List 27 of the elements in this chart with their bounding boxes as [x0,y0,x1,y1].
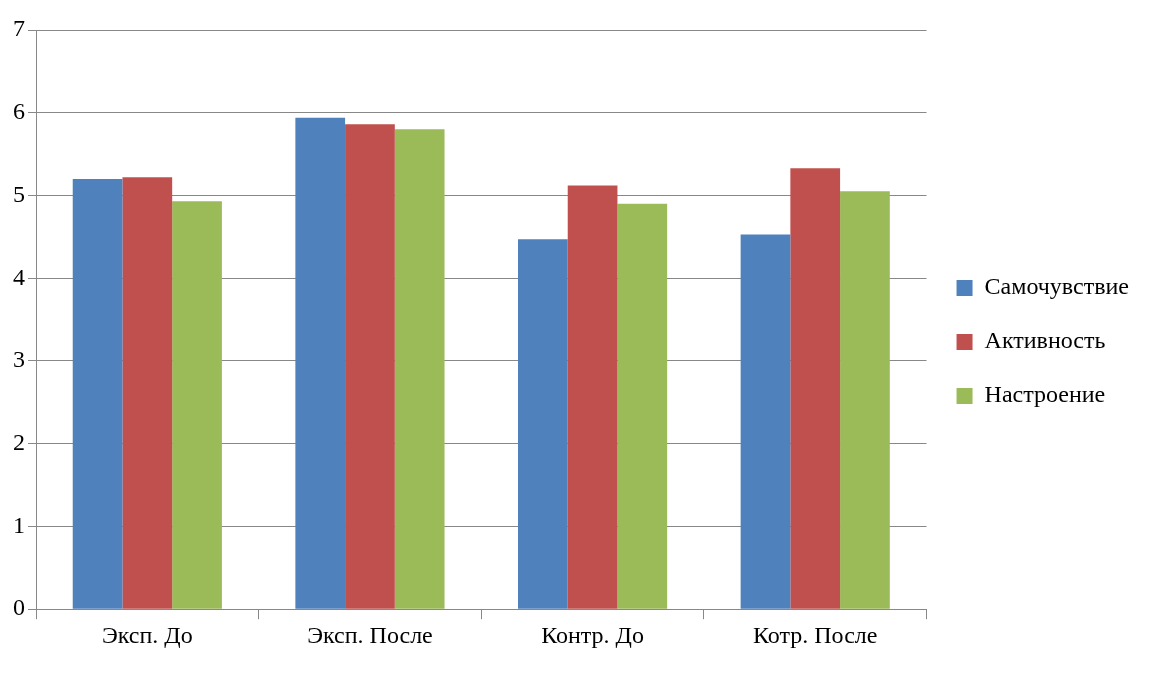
bar [122,177,173,609]
bar [740,234,791,609]
legend-label: Активность [984,327,1106,354]
y-tick-label: 5 [13,180,25,207]
x-tick-label: Котр. После [752,621,878,648]
y-tick-label: 2 [13,429,25,456]
x-tick-label: Эксп. До [101,621,193,648]
y-tick-label: 6 [13,98,25,125]
y-tick-label: 0 [13,594,25,621]
bar [617,203,668,609]
bar [394,129,445,609]
bar [72,178,123,609]
x-tick-label: Эксп. После [307,621,433,648]
y-tick-label: 1 [13,511,25,538]
bar [345,124,395,609]
bar [295,117,346,609]
legend-label: Настроение [984,381,1106,408]
y-tick-label: 4 [13,263,25,290]
legend-label: Самочувствие [984,273,1130,300]
y-tick-label: 7 [13,15,25,42]
bar [840,191,890,609]
bar [567,185,618,609]
y-tick-label: 3 [13,346,25,373]
bar [518,239,568,609]
bar [172,201,222,609]
bar [790,168,841,609]
x-tick-label: Контр. До [541,621,644,648]
